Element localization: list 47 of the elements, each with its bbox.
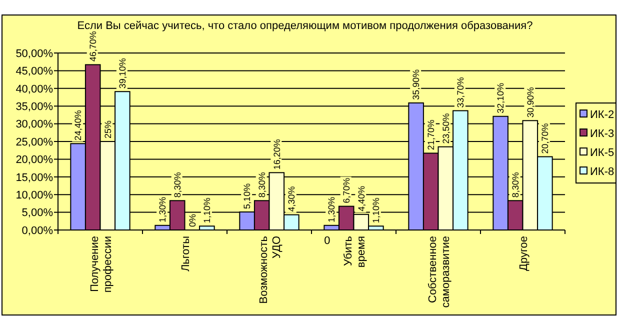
data-label: 20,70% xyxy=(540,123,550,154)
y-tick-label: 5,00% xyxy=(22,207,54,220)
data-label: 24,40% xyxy=(73,110,84,141)
data-label: 33,70% xyxy=(456,77,466,108)
data-label: 46,70% xyxy=(88,31,98,62)
data-label: 30,90% xyxy=(525,87,536,118)
data-label: 1,30% xyxy=(326,196,337,222)
y-tick-label: 10,00% xyxy=(16,189,54,202)
data-label: 32,10% xyxy=(496,82,506,114)
y-tick-label: 20,00% xyxy=(16,154,54,166)
x-tick-label: Получение профессии xyxy=(88,236,114,293)
x-tick-label: Другое xyxy=(518,236,530,271)
data-label: 1,10% xyxy=(371,198,382,224)
legend-label: ИК-8 xyxy=(590,166,614,178)
legend-label: ИК-2 xyxy=(590,108,614,121)
data-label: 39,10% xyxy=(118,58,128,89)
chart-title: Если Вы сейчас учитесь, что стало определяющим мотивом продолжения образования? xyxy=(77,20,533,32)
data-label: 1,30% xyxy=(158,196,168,222)
data-label: 5,10% xyxy=(242,183,252,209)
data-label: 0% xyxy=(187,214,198,227)
data-label: 4,40% xyxy=(356,186,366,212)
x-tick-label: Льготы xyxy=(180,236,192,272)
data-label: 25% xyxy=(102,120,113,138)
bar xyxy=(199,226,215,230)
x-tick-label: Убить время xyxy=(342,236,368,268)
y-tick-label: 50,00% xyxy=(16,48,54,60)
legend-label: ИК-5 xyxy=(590,146,614,159)
data-label: 21,70% xyxy=(426,120,436,150)
data-label: 23,50% xyxy=(440,113,451,144)
data-label: 8,30% xyxy=(257,172,268,198)
data-label: 35,90% xyxy=(411,69,422,100)
y-tick-label: 35,00% xyxy=(16,100,54,113)
y-tick-label: 25,00% xyxy=(16,136,54,148)
data-label: 1,10% xyxy=(202,198,212,224)
y-tick-label: 40,00% xyxy=(16,83,54,96)
data-label: 6,70% xyxy=(342,178,352,204)
data-label: 4,30% xyxy=(286,186,297,212)
y-tick-label: 0,00% xyxy=(22,224,54,237)
data-label: 16,20% xyxy=(272,139,282,170)
data-label: 8,30% xyxy=(510,172,521,198)
y-tick-label: 30,00% xyxy=(16,118,54,131)
data-label: 8,30% xyxy=(172,172,183,198)
y-tick-label: 45,00% xyxy=(16,66,54,78)
legend-label: ИК-3 xyxy=(590,128,614,140)
x-tick-label: Возможность УДО xyxy=(258,236,283,304)
annotation: 0 xyxy=(324,235,330,247)
y-tick-label: 15,00% xyxy=(16,172,54,184)
